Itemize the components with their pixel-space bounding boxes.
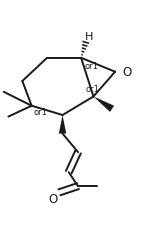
Text: O: O [123, 66, 132, 79]
Text: or1: or1 [86, 85, 100, 94]
Polygon shape [93, 97, 114, 112]
Text: or1: or1 [33, 108, 47, 117]
Text: H: H [85, 32, 93, 42]
Polygon shape [59, 116, 66, 134]
Text: or1: or1 [84, 62, 98, 71]
Text: O: O [49, 192, 58, 205]
